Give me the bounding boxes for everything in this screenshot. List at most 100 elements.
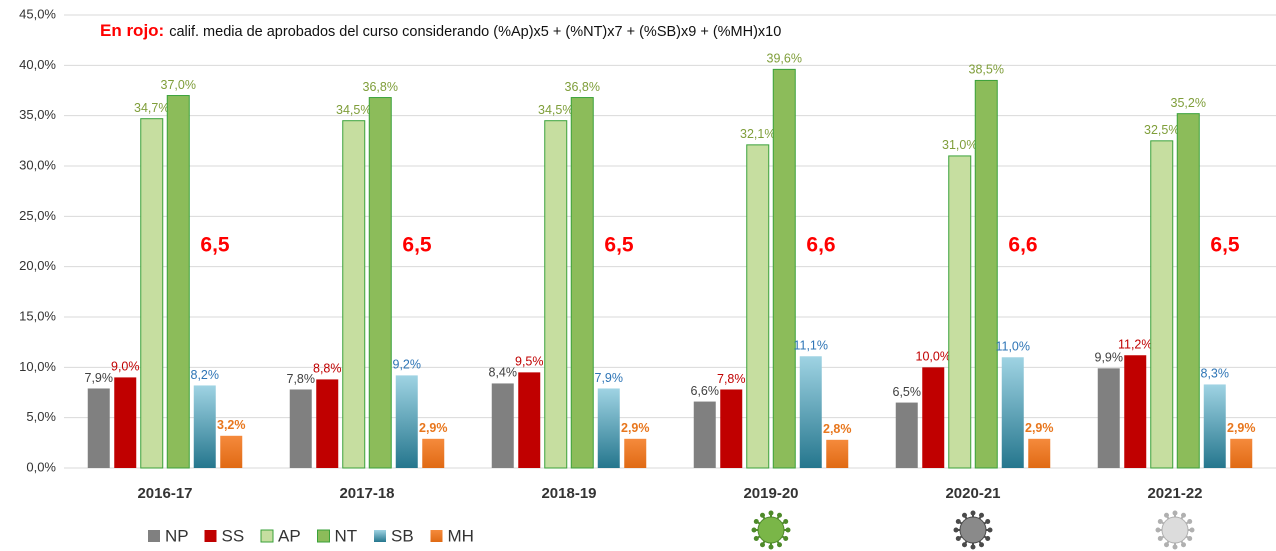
virus-body xyxy=(1161,516,1189,544)
value-label: 36,8% xyxy=(565,80,600,94)
value-label: 2,9% xyxy=(621,421,650,435)
virus-spike-tip xyxy=(1172,510,1178,516)
value-label: 37,0% xyxy=(161,78,196,92)
bar xyxy=(518,372,541,468)
legend-swatch xyxy=(317,529,330,543)
x-tick-label: 2019-20 xyxy=(743,485,798,502)
title-text: calif. media de aprobados del curso cons… xyxy=(169,24,781,40)
virus-body xyxy=(959,516,987,544)
bar xyxy=(220,435,243,468)
virus-spike-tip xyxy=(1181,542,1186,548)
legend-label: SS xyxy=(222,526,245,545)
bar xyxy=(720,389,743,468)
legend-label: SB xyxy=(391,526,414,545)
virus-spike-tip xyxy=(979,512,984,518)
bar xyxy=(1203,384,1226,468)
legend-label: MH xyxy=(448,526,474,545)
virus-spike-tip xyxy=(953,527,959,533)
virus-spike-tip xyxy=(1164,542,1169,548)
value-label: 35,2% xyxy=(1171,96,1206,110)
grade-label: 6,5 xyxy=(402,234,432,257)
grade-label: 6,5 xyxy=(200,234,230,257)
y-tick-label: 30,0% xyxy=(19,157,56,172)
virus-spike-tip xyxy=(777,512,782,518)
bar xyxy=(166,95,190,469)
bar xyxy=(368,97,392,469)
grade-label: 6,5 xyxy=(1210,234,1240,257)
bar xyxy=(1124,355,1147,468)
virus-spike-tip xyxy=(1157,536,1163,541)
value-label: 34,5% xyxy=(538,103,573,117)
virus-spike-tip xyxy=(783,536,789,541)
bar xyxy=(624,438,647,468)
bar xyxy=(491,383,514,468)
virus-spike-tip xyxy=(768,544,774,550)
bar xyxy=(693,401,716,468)
value-label: 34,5% xyxy=(336,103,371,117)
value-label: 31,0% xyxy=(942,138,977,152)
y-tick-label: 0,0% xyxy=(26,459,56,474)
bar xyxy=(544,120,568,469)
bar xyxy=(1230,438,1253,468)
virus-spike-tip xyxy=(1187,519,1193,524)
grade-label: 6,6 xyxy=(1008,234,1037,257)
virus-spike-tip xyxy=(985,519,991,524)
grade-label: 6,6 xyxy=(806,234,835,257)
value-label: 8,8% xyxy=(313,362,342,376)
value-label: 8,4% xyxy=(489,366,518,380)
value-label: 2,9% xyxy=(419,421,448,435)
virus-spike-tip xyxy=(1181,512,1186,518)
virus-spike-tip xyxy=(985,536,991,541)
y-tick-label: 40,0% xyxy=(19,57,56,72)
legend-label: AP xyxy=(278,526,301,545)
value-label: 11,1% xyxy=(793,339,828,353)
bar xyxy=(597,388,620,468)
value-label: 11,2% xyxy=(1118,338,1153,352)
value-label: 2,9% xyxy=(1025,421,1054,435)
y-tick-label: 10,0% xyxy=(19,359,56,374)
x-tick-label: 2016-17 xyxy=(137,485,192,502)
virus-spike-tip xyxy=(970,544,976,550)
virus-spike-tip xyxy=(955,536,961,541)
bar xyxy=(316,379,339,468)
value-label: 7,9% xyxy=(85,371,114,385)
y-tick-label: 5,0% xyxy=(26,409,56,424)
value-label: 6,6% xyxy=(691,384,720,398)
bar xyxy=(948,155,972,469)
y-tick-label: 15,0% xyxy=(19,308,56,323)
bar xyxy=(570,97,594,469)
y-tick-label: 45,0% xyxy=(19,6,56,21)
bar xyxy=(422,438,445,468)
bar xyxy=(193,385,216,468)
virus-body xyxy=(757,516,785,544)
value-label: 32,1% xyxy=(740,127,775,141)
virus-spike-tip xyxy=(1187,536,1193,541)
value-label: 9,2% xyxy=(393,358,422,372)
value-label: 10,0% xyxy=(916,350,951,364)
virus-spike-tip xyxy=(955,519,961,524)
value-label: 39,6% xyxy=(767,52,802,66)
virus-spike-tip xyxy=(760,512,765,518)
virus-spike-tip xyxy=(1189,527,1195,533)
virus-spike-tip xyxy=(962,512,967,518)
value-label: 3,2% xyxy=(217,418,246,432)
virus-spike-tip xyxy=(783,519,789,524)
value-label: 8,3% xyxy=(1201,367,1230,381)
bar xyxy=(114,377,137,468)
x-tick-label: 2018-19 xyxy=(541,485,596,502)
value-label: 7,8% xyxy=(717,372,746,386)
virus-spike-tip xyxy=(1157,519,1163,524)
value-label: 11,0% xyxy=(995,340,1030,354)
virus-spike-tip xyxy=(970,510,976,516)
x-tick-label: 2021-22 xyxy=(1147,485,1202,502)
bar xyxy=(1176,113,1200,469)
grade-label: 6,5 xyxy=(604,234,634,257)
title-highlight: En rojo: xyxy=(100,21,164,40)
y-tick-label: 25,0% xyxy=(19,208,56,223)
virus-spike-tip xyxy=(979,542,984,548)
bar xyxy=(289,389,312,468)
legend-swatch xyxy=(430,530,443,542)
bar xyxy=(1001,357,1024,468)
value-label: 7,8% xyxy=(287,372,316,386)
bar xyxy=(746,144,770,469)
